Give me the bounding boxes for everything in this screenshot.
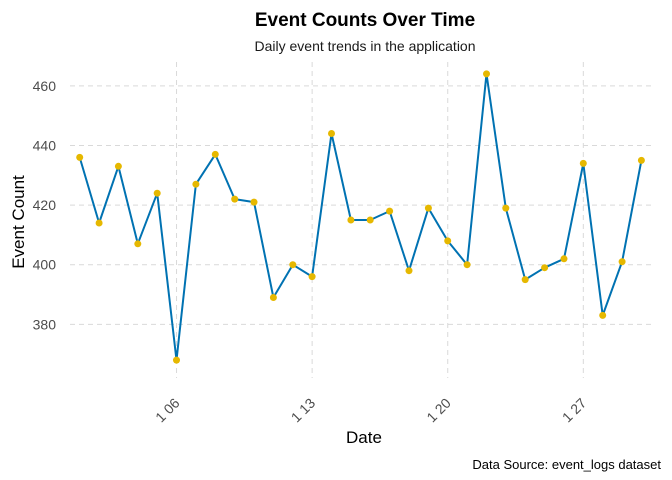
y-axis-title: Event Count xyxy=(9,175,28,269)
data-point xyxy=(134,240,142,248)
data-point xyxy=(599,311,607,319)
y-tick-label: 460 xyxy=(33,78,57,94)
y-tick-label: 400 xyxy=(33,257,57,273)
x-axis-title: Date xyxy=(346,428,382,447)
y-axis-ticks: 380 400 420 440 460 xyxy=(33,78,57,332)
data-point xyxy=(192,180,200,188)
data-point xyxy=(173,356,180,364)
data-point xyxy=(250,198,258,206)
series-line xyxy=(78,72,643,362)
data-point xyxy=(541,264,549,272)
data-point xyxy=(95,219,103,227)
y-tick-label: 380 xyxy=(33,316,57,332)
data-point xyxy=(424,204,432,212)
data-point xyxy=(579,159,587,167)
x-axis-ticks: 1 06 1 13 1 20 1 27 xyxy=(152,395,590,426)
data-point xyxy=(483,70,490,78)
chart-subtitle: Daily event trends in the application xyxy=(254,38,475,54)
data-point xyxy=(502,204,510,212)
data-point xyxy=(521,276,529,284)
data-point xyxy=(386,207,394,215)
data-point xyxy=(328,130,335,137)
data-point xyxy=(308,273,316,281)
series-line-layer xyxy=(78,72,643,362)
data-point xyxy=(560,255,568,263)
chart-caption: Data Source: event_logs dataset xyxy=(472,457,661,472)
data-point xyxy=(618,258,626,266)
chart-title: Event Counts Over Time xyxy=(255,10,475,31)
data-point xyxy=(347,216,355,224)
data-point xyxy=(366,216,374,224)
data-points xyxy=(76,70,645,364)
x-tick-label: 1 20 xyxy=(423,395,454,426)
data-point xyxy=(153,189,161,197)
data-point xyxy=(269,294,277,301)
data-point xyxy=(405,267,413,275)
data-point xyxy=(76,153,84,161)
data-point xyxy=(444,237,452,245)
data-point xyxy=(463,261,471,269)
x-tick-label: 1 06 xyxy=(152,395,183,426)
x-tick-label: 1 27 xyxy=(559,395,590,426)
grid-lines xyxy=(70,62,655,378)
data-point xyxy=(289,261,297,269)
data-point xyxy=(231,195,239,203)
x-tick-label: 1 13 xyxy=(288,395,319,426)
data-point xyxy=(114,162,122,170)
data-point xyxy=(211,150,219,158)
y-tick-label: 420 xyxy=(33,197,57,213)
y-tick-label: 440 xyxy=(33,137,57,153)
data-point xyxy=(637,156,645,164)
